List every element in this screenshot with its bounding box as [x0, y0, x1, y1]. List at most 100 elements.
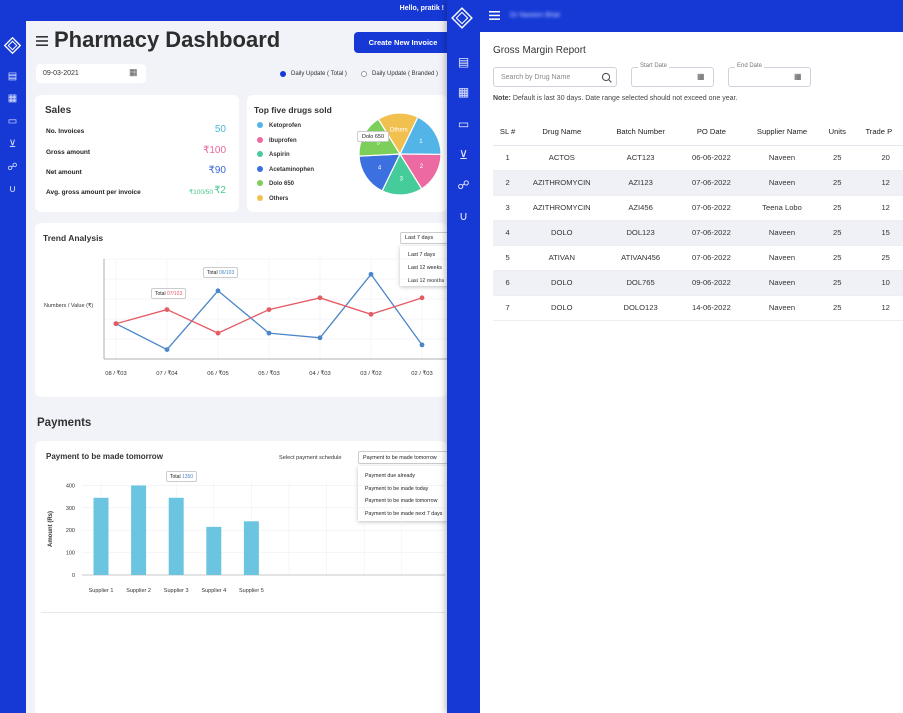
start-date-field[interactable]: Start Date ▦: [631, 63, 714, 87]
legend-dot: [257, 151, 263, 157]
create-new-invoice-button[interactable]: Create New Invoice: [354, 32, 450, 53]
column-header-supplier-name[interactable]: Supplier Name: [743, 119, 822, 146]
payment-option-today[interactable]: Payment to be made today: [365, 485, 429, 492]
trend-option-12months[interactable]: Last 12 months: [408, 278, 445, 284]
legend-dot: [257, 194, 263, 201]
cell-supplier-name: Naveen: [743, 145, 822, 171]
table-row[interactable]: 7 DOLO DOLO123 14-06-2022 Naveen 25 12: [493, 295, 903, 321]
bar: [168, 497, 184, 575]
table-row[interactable]: 1 ACTOS ACT123 06-06-2022 Naveen 25 20: [493, 145, 903, 171]
table-row[interactable]: 6 DOLO DOL765 09-06-2022 Naveen 25 10: [493, 270, 903, 296]
bar: [243, 521, 259, 575]
calendar-icon[interactable]: ▦: [129, 67, 138, 77]
cell-units: 25: [821, 145, 854, 171]
pie-tooltip: Dolo 650: [357, 131, 390, 142]
cell-units: 25: [821, 295, 854, 321]
legend-item: Ketoprofen: [257, 122, 301, 129]
logo-icon[interactable]: [4, 37, 21, 54]
pie-slice-label: Others: [390, 127, 408, 133]
payment-option-tomorrow[interactable]: Payment to be made tomorrow: [365, 498, 438, 505]
cart-icon[interactable]: ⊻: [8, 139, 17, 150]
trend-point: [164, 307, 170, 312]
pie-slice-label: 3: [400, 177, 404, 183]
cell-po-date: 07-06-2022: [679, 245, 743, 271]
cell-units: 25: [821, 170, 854, 196]
cell-supplier-name: Naveen: [743, 270, 822, 296]
radio-daily-branded[interactable]: [361, 71, 367, 77]
column-header-units[interactable]: Units: [821, 119, 854, 146]
radio-daily-total-label: Daily Update ( Total ): [291, 71, 347, 77]
legend-label: Others: [269, 195, 289, 202]
bar: [131, 485, 147, 575]
calendar-icon[interactable]: ▦: [697, 72, 705, 81]
building-icon[interactable]: ▦: [457, 85, 470, 99]
end-date-field[interactable]: End Date ▦: [728, 63, 811, 87]
trend-line-chart: Numbers / Value (₹) 08 / ₹03 07 / ₹04 06 / …: [44, 258, 447, 377]
cash-icon[interactable]: ▭: [7, 116, 18, 127]
drug-search-input[interactable]: Search by Drug Name: [493, 67, 617, 87]
gross-margin-table: SL # Drug Name Batch Number PO Date Supp…: [493, 119, 903, 321]
trend-option-12weeks[interactable]: Last 12 weeks: [408, 265, 442, 271]
table-row[interactable]: 4 DOLO DOL123 07-06-2022 Naveen 25 15: [493, 220, 903, 246]
cell-drug-name: DOLO: [522, 270, 602, 296]
top-drugs-title: Top five drugs sold: [254, 105, 332, 115]
table-row[interactable]: 3 AZITHROMYCIN AZI456 07-06-2022 Teena Lobo 2…: [493, 195, 903, 221]
legend-item: Aspirin: [257, 151, 290, 158]
radio-daily-total[interactable]: [280, 71, 286, 77]
bar-x-tick-label: Supplier 1: [89, 588, 114, 594]
search-icon[interactable]: [601, 72, 612, 83]
sales-title: Sales: [45, 105, 72, 116]
cell-supplier-name: Naveen: [743, 170, 822, 196]
hamburger-menu-icon[interactable]: [489, 11, 500, 20]
bar-x-tick-label: Supplier 5: [239, 588, 264, 594]
cell-sl: 1: [493, 145, 523, 171]
cell-supplier-name: Teena Lobo: [743, 195, 822, 221]
cart-icon[interactable]: ⊻: [459, 148, 468, 162]
users-icon[interactable]: ☍: [457, 178, 470, 192]
column-header-batch-number[interactable]: Batch Number: [601, 119, 680, 146]
payment-option-next7[interactable]: Payment to be made next 7 days: [365, 510, 443, 517]
payments-bar-chart: 0 100 200 300 400 Amount (Rs) Supplier 1 Suppli…: [48, 481, 445, 594]
hamburger-menu-icon[interactable]: [36, 36, 48, 46]
payments-divider: [41, 612, 445, 613]
building-icon[interactable]: ▦: [7, 93, 18, 104]
calendar-icon[interactable]: ▦: [794, 72, 802, 81]
stethoscope-icon[interactable]: ∪: [8, 184, 17, 195]
cell-trade-price: 12: [853, 170, 903, 196]
cell-sl: 5: [493, 245, 523, 271]
stethoscope-icon[interactable]: ∪: [459, 209, 468, 223]
column-header-trade-price[interactable]: Trade P: [853, 119, 903, 146]
sidebar: ▤ ▦ ▭ ⊻ ☍ ∪: [0, 21, 26, 713]
column-header-drug-name[interactable]: Drug Name: [522, 119, 602, 146]
table-header-row: SL # Drug Name Batch Number PO Date Supp…: [493, 119, 903, 146]
cell-sl: 4: [493, 220, 523, 246]
table-row[interactable]: 5 ATIVAN ATIVAN456 07-06-2022 Naveen 25 25: [493, 245, 903, 271]
report-content: Gross Margin Report Search by Drug Name …: [480, 32, 903, 713]
invoice-icon[interactable]: ▤: [457, 55, 470, 69]
user-name[interactable]: Dr Naveen Bhat: [510, 12, 560, 19]
pie-slice-label: 4: [378, 166, 382, 172]
bar-y-tick-label: 100: [66, 551, 75, 557]
pie-slice-label: 5: [377, 141, 381, 147]
logo-icon[interactable]: [450, 6, 474, 30]
cell-drug-name: DOLO: [522, 220, 602, 246]
legend-dot: [257, 180, 263, 186]
users-icon[interactable]: ☍: [7, 162, 18, 173]
cell-trade-price: 10: [853, 270, 903, 296]
user-greeting[interactable]: Hello, pratik !: [399, 5, 444, 12]
column-header-po-date[interactable]: PO Date: [679, 119, 743, 146]
date-picker[interactable]: 09-03-2021 ▦: [36, 64, 146, 83]
cell-sl: 2: [493, 170, 523, 196]
payment-option-due[interactable]: Payment due already: [365, 473, 416, 479]
table-row[interactable]: 2 AZITHROMYCIN AZI123 07-06-2022 Naveen 25 12: [493, 170, 903, 196]
cell-supplier-name: Naveen: [743, 245, 822, 271]
cell-units: 25: [821, 195, 854, 221]
trend-option-7days[interactable]: Last 7 days: [408, 252, 436, 258]
cell-units: 25: [821, 220, 854, 246]
cell-trade-price: 15: [853, 220, 903, 246]
cash-icon[interactable]: ▭: [457, 117, 470, 131]
invoice-icon[interactable]: ▤: [7, 71, 18, 82]
trend-range-dropdown[interactable]: Last 7 days: [400, 232, 450, 244]
report-title: Gross Margin Report: [493, 45, 586, 56]
column-header-sl[interactable]: SL #: [493, 119, 523, 146]
